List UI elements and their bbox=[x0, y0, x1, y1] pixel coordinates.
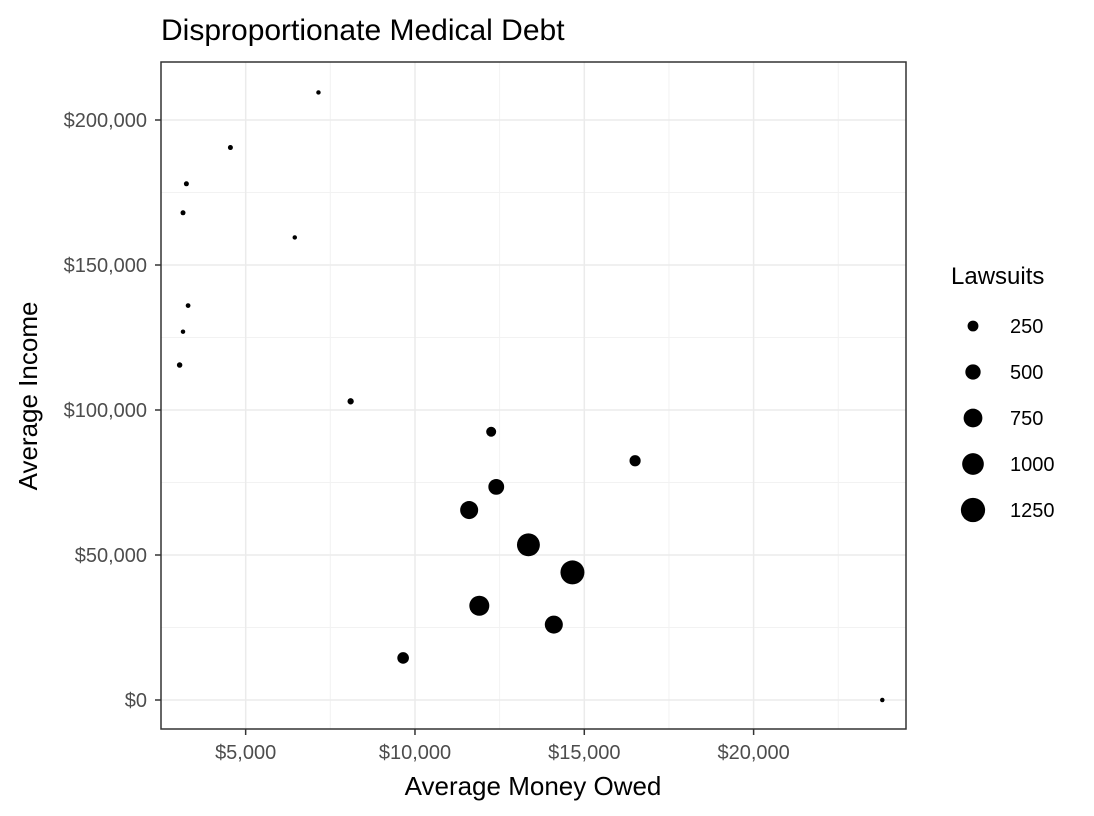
legend-label: 750 bbox=[1010, 408, 1043, 430]
legend-label: 1250 bbox=[1010, 500, 1055, 522]
y-tick-label: $200,000 bbox=[64, 110, 147, 132]
plot-panel-border bbox=[160, 61, 907, 730]
legend-label: 250 bbox=[1010, 316, 1043, 338]
scatter-point bbox=[516, 533, 540, 557]
scatter-point bbox=[460, 501, 479, 520]
y-axis: $0 $50,000 $100,000 $150,000 $200,000 bbox=[64, 110, 161, 712]
scatter-point bbox=[486, 426, 497, 437]
scatter-point bbox=[176, 362, 183, 368]
x-tick-label: $10,000 bbox=[379, 742, 451, 764]
legend-key-circle bbox=[960, 497, 986, 523]
size-legend: Lawsuits 250 500 750 1000 1250 bbox=[951, 263, 1055, 523]
scatter-point bbox=[880, 697, 885, 703]
x-tick-label: $5,000 bbox=[215, 742, 276, 764]
legend-key-circle bbox=[965, 364, 981, 380]
y-tick-label: $150,000 bbox=[64, 255, 147, 277]
scatter-point bbox=[347, 398, 354, 405]
scatter-point bbox=[185, 303, 191, 308]
x-axis: $5,000 $10,000 $15,000 $20,000 bbox=[215, 729, 790, 764]
scatter-point bbox=[180, 329, 186, 334]
legend-title: Lawsuits bbox=[951, 263, 1044, 290]
scatter-point bbox=[469, 595, 490, 616]
scatter-point bbox=[183, 181, 189, 187]
chart-title: Disproportionate Medical Debt bbox=[161, 14, 565, 47]
scatter-point bbox=[544, 615, 563, 634]
scatter-point bbox=[180, 210, 186, 216]
scatter-point bbox=[292, 235, 297, 240]
x-tick-label: $15,000 bbox=[548, 742, 620, 764]
legend-key-circle bbox=[967, 320, 979, 332]
y-tick-label: $100,000 bbox=[64, 400, 147, 422]
y-tick-label: $50,000 bbox=[75, 545, 147, 567]
y-axis-title: Average Income bbox=[13, 302, 43, 491]
legend-key-circle bbox=[962, 453, 984, 475]
scatter-point bbox=[316, 90, 321, 95]
x-axis-title: Average Money Owed bbox=[405, 771, 662, 801]
legend-label: 1000 bbox=[1010, 454, 1055, 476]
y-tick-label: $0 bbox=[125, 690, 147, 712]
scatter-point bbox=[629, 455, 641, 467]
scatter-point bbox=[560, 560, 585, 585]
data-points bbox=[176, 90, 885, 703]
legend-key-circle bbox=[963, 408, 983, 428]
legend-label: 500 bbox=[1010, 362, 1043, 384]
legend-items: 250 500 750 1000 1250 bbox=[960, 316, 1055, 523]
x-tick-label: $20,000 bbox=[717, 742, 789, 764]
plot-panel-background bbox=[161, 62, 906, 729]
plot-area bbox=[160, 61, 907, 730]
scatter-point bbox=[488, 478, 505, 495]
scatter-point bbox=[397, 652, 409, 664]
scatter-point bbox=[227, 145, 233, 151]
